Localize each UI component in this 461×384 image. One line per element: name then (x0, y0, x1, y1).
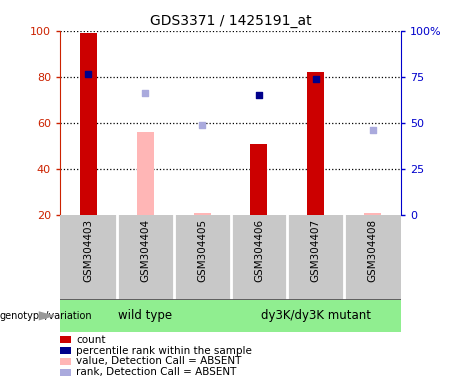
Text: dy3K/dy3K mutant: dy3K/dy3K mutant (261, 310, 371, 322)
Point (198, 122, 206, 128)
Point (85, 71, 92, 78)
Bar (307, 72, 324, 215)
Bar (364, 213, 381, 215)
Text: genotype/variation: genotype/variation (0, 311, 93, 321)
Text: wild type: wild type (118, 310, 172, 322)
Point (369, 127, 376, 133)
Bar (80, 33, 97, 215)
Text: percentile rank within the sample: percentile rank within the sample (76, 346, 252, 356)
Text: GSM304406: GSM304406 (254, 219, 264, 282)
Point (312, 76, 319, 82)
Text: count: count (76, 335, 106, 345)
Bar (194, 213, 211, 215)
Point (255, 92, 263, 98)
Text: GSM304407: GSM304407 (311, 219, 321, 282)
Text: GSM304403: GSM304403 (83, 219, 94, 282)
Text: rank, Detection Call = ABSENT: rank, Detection Call = ABSENT (76, 367, 236, 377)
Text: GSM304404: GSM304404 (140, 219, 150, 282)
Title: GDS3371 / 1425191_at: GDS3371 / 1425191_at (150, 14, 311, 28)
Text: GSM304405: GSM304405 (197, 219, 207, 282)
Text: value, Detection Call = ABSENT: value, Detection Call = ABSENT (76, 356, 242, 366)
Bar (136, 132, 154, 215)
Bar (230, 300, 401, 331)
Polygon shape (39, 311, 55, 320)
Bar (60, 300, 230, 331)
Text: GSM304408: GSM304408 (367, 219, 378, 282)
Bar (250, 144, 267, 215)
Point (142, 90, 149, 96)
